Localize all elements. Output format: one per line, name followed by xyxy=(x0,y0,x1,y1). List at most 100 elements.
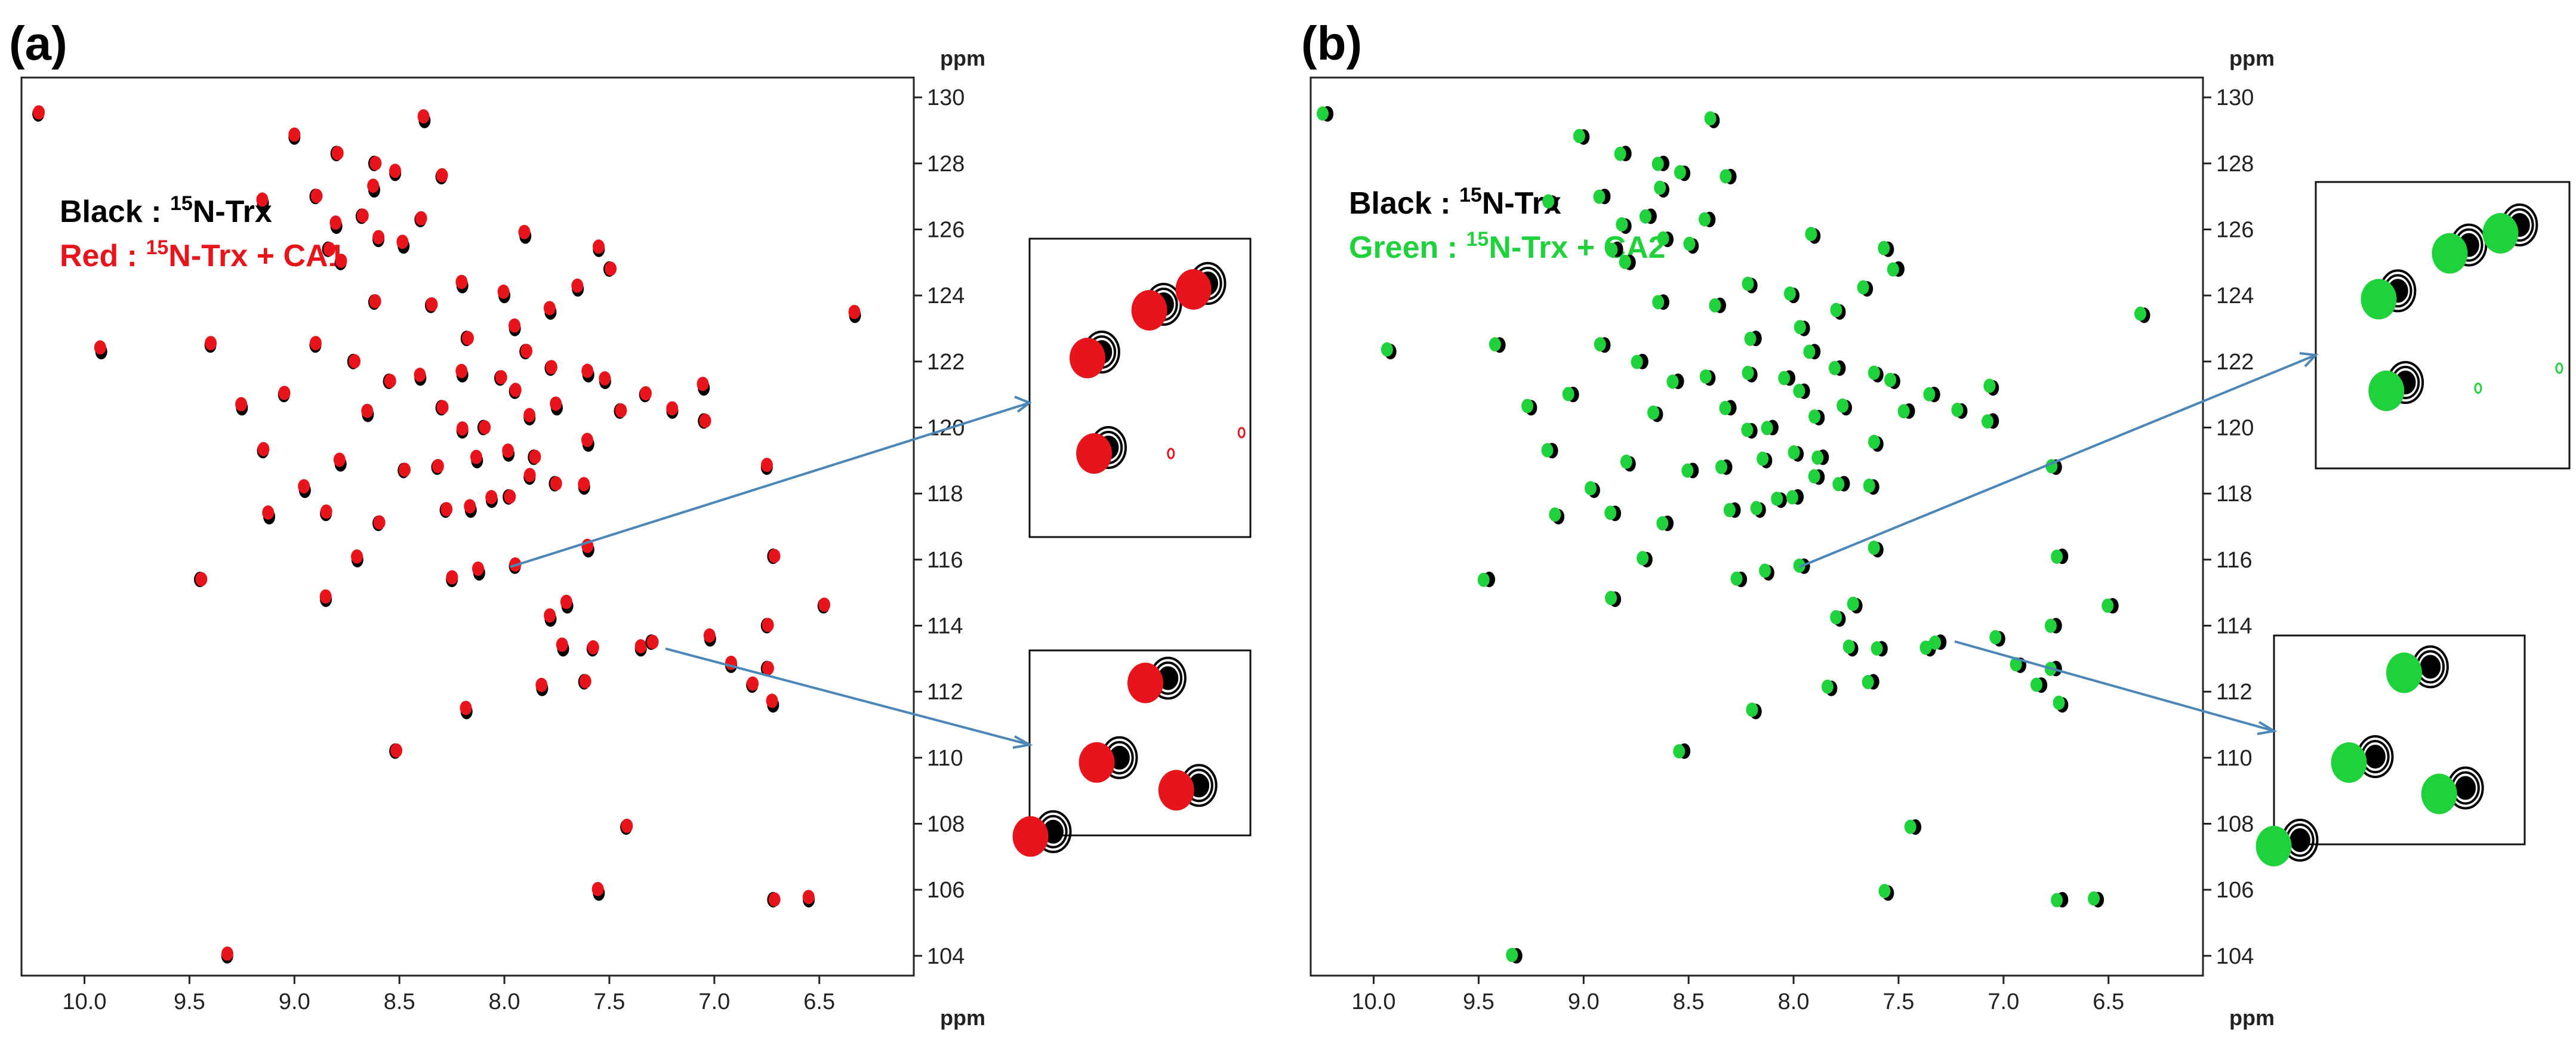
inset-ligand-contour xyxy=(2255,826,2292,866)
ligand-peak xyxy=(2088,891,2100,906)
ligand-peak xyxy=(1742,365,1754,380)
panel-b-inset-2-peaks xyxy=(2255,645,2484,866)
ligand-peak xyxy=(1730,571,1743,586)
inset-ligand-contour xyxy=(2421,773,2457,815)
ligand-peak xyxy=(1783,286,1796,301)
inset-reference-contour xyxy=(2290,828,2310,852)
panel-b-legend-entry-1: Black : 15N-Trx xyxy=(1349,184,1561,221)
ligand-peak xyxy=(587,640,599,655)
ligand-peak xyxy=(1828,360,1841,375)
panel-a: (a) 10.0 9.5 9.0 8.5 8.0 7.5 7.0 6.5 104 106 108 1… xyxy=(9,17,1252,1030)
ligand-peak xyxy=(479,420,491,435)
ligand-peak xyxy=(766,693,778,708)
ligand-peak xyxy=(426,297,438,312)
panel-a-inset-1-peaks xyxy=(1070,262,1246,474)
panel-a-arrow-1-head xyxy=(1014,396,1033,413)
ligand-peak xyxy=(1878,240,1890,255)
ligand-peak xyxy=(1562,387,1574,402)
y-tick-label: 104 xyxy=(927,944,965,969)
inset-ligand-contour xyxy=(1175,269,1212,310)
ligand-peak xyxy=(579,674,591,689)
ligand-peak xyxy=(2030,677,2042,692)
ligand-peak xyxy=(1842,639,1855,654)
ligand-peak xyxy=(1317,106,1329,121)
ligand-peak xyxy=(1606,242,1618,257)
panel-b-x-ticks: 10.0 9.5 9.0 8.5 8.0 7.5 7.0 6.5 xyxy=(1352,976,2124,1014)
ligand-peak xyxy=(747,676,759,691)
ligand-peak xyxy=(1381,342,1393,357)
y-tick-label: 130 xyxy=(927,85,965,110)
ligand-peak xyxy=(1904,819,1916,834)
panel-a-inset-2 xyxy=(1028,649,1252,837)
ligand-peak xyxy=(599,371,611,386)
ligand-peak xyxy=(1704,111,1717,126)
ligand-peak xyxy=(1868,434,1880,449)
ligand-peak xyxy=(470,449,482,464)
ligand-peak xyxy=(1750,501,1762,516)
inset-minor-peak xyxy=(1237,427,1246,439)
ligand-peak xyxy=(509,318,521,333)
ligand-peak xyxy=(351,549,363,564)
ligand-peak xyxy=(2051,893,2063,908)
y-tick-label: 116 xyxy=(927,548,963,573)
ligand-peak xyxy=(560,594,572,609)
ligand-peak xyxy=(1744,331,1757,346)
panel-a-x-unit: ppm xyxy=(940,1005,985,1030)
ligand-peak xyxy=(1887,262,1899,277)
ligand-peak xyxy=(593,239,605,254)
ligand-peak xyxy=(399,462,411,477)
inset-ligand-contour xyxy=(2432,233,2468,274)
ligand-peak xyxy=(802,890,815,905)
panel-a-arrow-2-line xyxy=(665,647,1030,746)
ligand-peak xyxy=(323,242,335,257)
ligand-peak xyxy=(1620,454,1632,469)
ligand-peak xyxy=(1778,371,1791,385)
ligand-peak xyxy=(1604,505,1617,520)
ligand-peak xyxy=(389,163,402,178)
ligand-peak xyxy=(1884,372,1897,387)
x-tick-label: 8.0 xyxy=(1778,989,1810,1014)
ligand-peak xyxy=(310,189,323,203)
y-tick-label: 110 xyxy=(2216,746,2253,771)
ligand-peak xyxy=(1681,463,1694,478)
ligand-peak xyxy=(1989,630,2002,644)
ligand-peak xyxy=(1647,405,1660,420)
inset-ligand-contour xyxy=(2482,213,2519,254)
inset-ligand-contour xyxy=(1127,662,1163,704)
ligand-peak xyxy=(367,178,380,193)
panel-b-label: (b) xyxy=(1301,17,1362,70)
panel-b-inset-1-peaks xyxy=(2361,203,2563,411)
ligand-peak xyxy=(1698,212,1711,227)
ligand-peak xyxy=(417,109,430,124)
ligand-peak xyxy=(288,127,301,142)
ligand-peak xyxy=(415,211,427,226)
ligand-peak xyxy=(1715,459,1728,474)
ligand-peak xyxy=(634,639,647,654)
ligand-peak xyxy=(1788,445,1800,460)
ligand-peak xyxy=(1549,507,1561,522)
ligand-peak xyxy=(2102,599,2114,613)
ligand-peak xyxy=(33,105,45,120)
ligand-peak xyxy=(1699,369,1712,384)
ligand-peak xyxy=(550,396,562,411)
ligand-peak xyxy=(1821,679,1834,694)
ligand-peak xyxy=(703,628,716,643)
ligand-peak xyxy=(456,421,469,436)
y-tick-label: 122 xyxy=(2216,350,2254,375)
ligand-peak xyxy=(1786,490,1798,505)
panel-b-legend-entry-2: Green : 15N-Trx + CA2 xyxy=(1349,228,1666,265)
ligand-peak xyxy=(1837,398,1849,413)
ligand-peak xyxy=(331,146,344,161)
ligand-peak xyxy=(545,360,557,375)
ligand-peak xyxy=(571,278,584,293)
y-tick-label: 106 xyxy=(2216,878,2254,903)
y-tick-label: 118 xyxy=(2216,482,2253,507)
ligand-peak xyxy=(1541,443,1554,458)
ligand-peak xyxy=(1808,409,1821,424)
ligand-peak xyxy=(333,452,346,467)
inset-ligand-contour xyxy=(2386,652,2422,693)
ligand-peak xyxy=(1759,563,1771,578)
x-tick-label: 7.5 xyxy=(594,989,625,1014)
panel-b-peaks xyxy=(1317,106,2150,964)
panel-a-legend: Black : 15N-Trx Red : 15N-Trx + CA1 xyxy=(60,192,346,273)
